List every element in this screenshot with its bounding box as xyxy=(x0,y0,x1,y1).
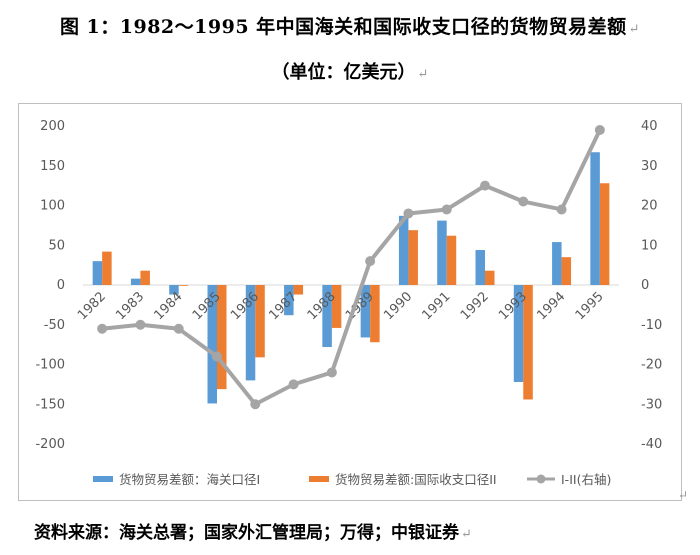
bar-bop-1982 xyxy=(102,251,112,285)
x-tick-label: 1995 xyxy=(573,289,607,323)
bar-bop-1987 xyxy=(293,285,304,295)
bar-bop-1994 xyxy=(561,257,572,285)
y-right-tick-label: 20 xyxy=(641,199,658,214)
bar-bop-1995 xyxy=(599,183,610,285)
y-right-tick-label: -30 xyxy=(641,397,662,412)
bar-customs-1984 xyxy=(169,285,179,295)
bar-bop-1985 xyxy=(217,285,227,390)
legend-label-1: 货物贸易差额:国际收支口径II xyxy=(335,472,497,487)
bar-bop-1986 xyxy=(255,285,265,358)
line-point-1986 xyxy=(250,399,261,410)
y-left-tick-label: -50 xyxy=(44,318,65,333)
y-left-tick-label: -100 xyxy=(35,358,65,373)
x-tick-label: 1982 xyxy=(75,289,109,323)
paragraph-mark-icon: ↵ xyxy=(678,488,689,502)
bar-customs-1987 xyxy=(284,285,294,316)
y-left-tick-label: 50 xyxy=(48,238,65,253)
bar-bop-1989 xyxy=(370,285,380,343)
y-right-tick-label: -40 xyxy=(641,437,662,452)
y-right-tick-label: 40 xyxy=(641,119,658,134)
bar-customs-1995 xyxy=(590,152,600,285)
bar-customs-1992 xyxy=(475,250,485,285)
y-right-tick-label: 10 xyxy=(641,238,658,253)
x-tick-label: 1983 xyxy=(113,289,147,323)
bar-customs-1994 xyxy=(552,242,562,285)
line-point-1990 xyxy=(403,208,414,219)
y-right-tick-label: -20 xyxy=(641,358,662,373)
line-point-1989 xyxy=(365,256,376,267)
x-tick-label: 1990 xyxy=(381,289,415,323)
paragraph-mark-icon: ↵ xyxy=(461,527,472,542)
x-tick-label: 1991 xyxy=(420,289,454,323)
bar-customs-1982 xyxy=(92,261,103,285)
line-point-1983 xyxy=(135,319,146,330)
legend-swatch-1 xyxy=(309,476,329,482)
bar-bop-1984 xyxy=(178,285,189,286)
y-left-tick-label: 100 xyxy=(40,199,65,214)
bar-customs-1985 xyxy=(207,285,217,404)
line-point-1984 xyxy=(173,323,184,334)
y-right-tick-label: -10 xyxy=(641,318,662,333)
line-point-1987 xyxy=(288,379,299,390)
chart-subtitle-text: （单位：亿美元） xyxy=(271,62,416,83)
line-diff-series xyxy=(101,129,602,407)
legend-swatch-marker xyxy=(536,474,546,484)
bar-bop-1993 xyxy=(523,285,533,400)
bar-bop-1983 xyxy=(140,270,150,285)
bar-bop-1991 xyxy=(446,235,457,285)
legend-label-2: I-II(右轴) xyxy=(561,472,611,487)
y-right-tick-label: 0 xyxy=(641,278,649,293)
bar-customs-1983 xyxy=(130,278,141,285)
line-point-1995 xyxy=(594,124,605,135)
paragraph-mark-icon: ↵ xyxy=(628,22,641,37)
bar-bop-1990 xyxy=(408,230,418,285)
source-note: 资料来源：海关总署；国家外汇管理局；万得；中银证券 ↵ xyxy=(34,518,472,543)
chart-title: 图 1：1982～1995 年中国海关和国际收支口径的货物贸易差额 ↵ xyxy=(0,12,700,39)
line-point-1985 xyxy=(212,351,222,362)
bar-bop-1992 xyxy=(485,270,495,285)
source-text: 资料来源：海关总署；国家外汇管理局；万得；中银证券 xyxy=(34,523,459,543)
bar-customs-1993 xyxy=(513,285,524,382)
bar-customs-1986 xyxy=(245,285,256,381)
chart-subtitle: （单位：亿美元） ↵ xyxy=(0,58,700,84)
x-tick-label: 1992 xyxy=(458,289,492,323)
bar-customs-1988 xyxy=(322,285,332,348)
bar-customs-1990 xyxy=(398,215,409,285)
line-point-1991 xyxy=(441,204,452,215)
x-tick-label: 1984 xyxy=(152,289,186,323)
x-tick-label: 1994 xyxy=(534,289,568,323)
y-left-tick-label: 0 xyxy=(57,278,65,293)
legend-label-0: 货物贸易差额：海关口径I xyxy=(119,472,260,487)
y-left-tick-label: -200 xyxy=(35,437,65,452)
line-point-1982 xyxy=(97,323,108,334)
bar-customs-1991 xyxy=(437,220,447,285)
legend-swatch-0 xyxy=(93,476,113,482)
line-point-1988 xyxy=(326,367,337,378)
chart-title-text: 图 1：1982～1995 年中国海关和国际收支口径的货物贸易差额 xyxy=(59,16,627,38)
line-point-1993 xyxy=(518,196,529,207)
paragraph-mark-icon: ↵ xyxy=(417,67,429,82)
chart-svg: -200-150-100-50050100150200-40-30-20-100… xyxy=(35,119,662,487)
bar-customs-1989 xyxy=(360,285,371,338)
line-point-1992 xyxy=(480,180,490,191)
y-right-tick-label: 30 xyxy=(641,159,658,174)
chart-frame: -200 -150 -100 -50 0 50 100 150 200 -40 -30 -20 -10 0… xyxy=(18,103,682,501)
bar-bop-1988 xyxy=(331,285,342,328)
y-left-tick-label: 200 xyxy=(40,119,65,134)
line-point-1994 xyxy=(556,204,567,215)
y-left-tick-label: 150 xyxy=(40,159,65,174)
y-left-tick-label: -150 xyxy=(35,397,65,412)
